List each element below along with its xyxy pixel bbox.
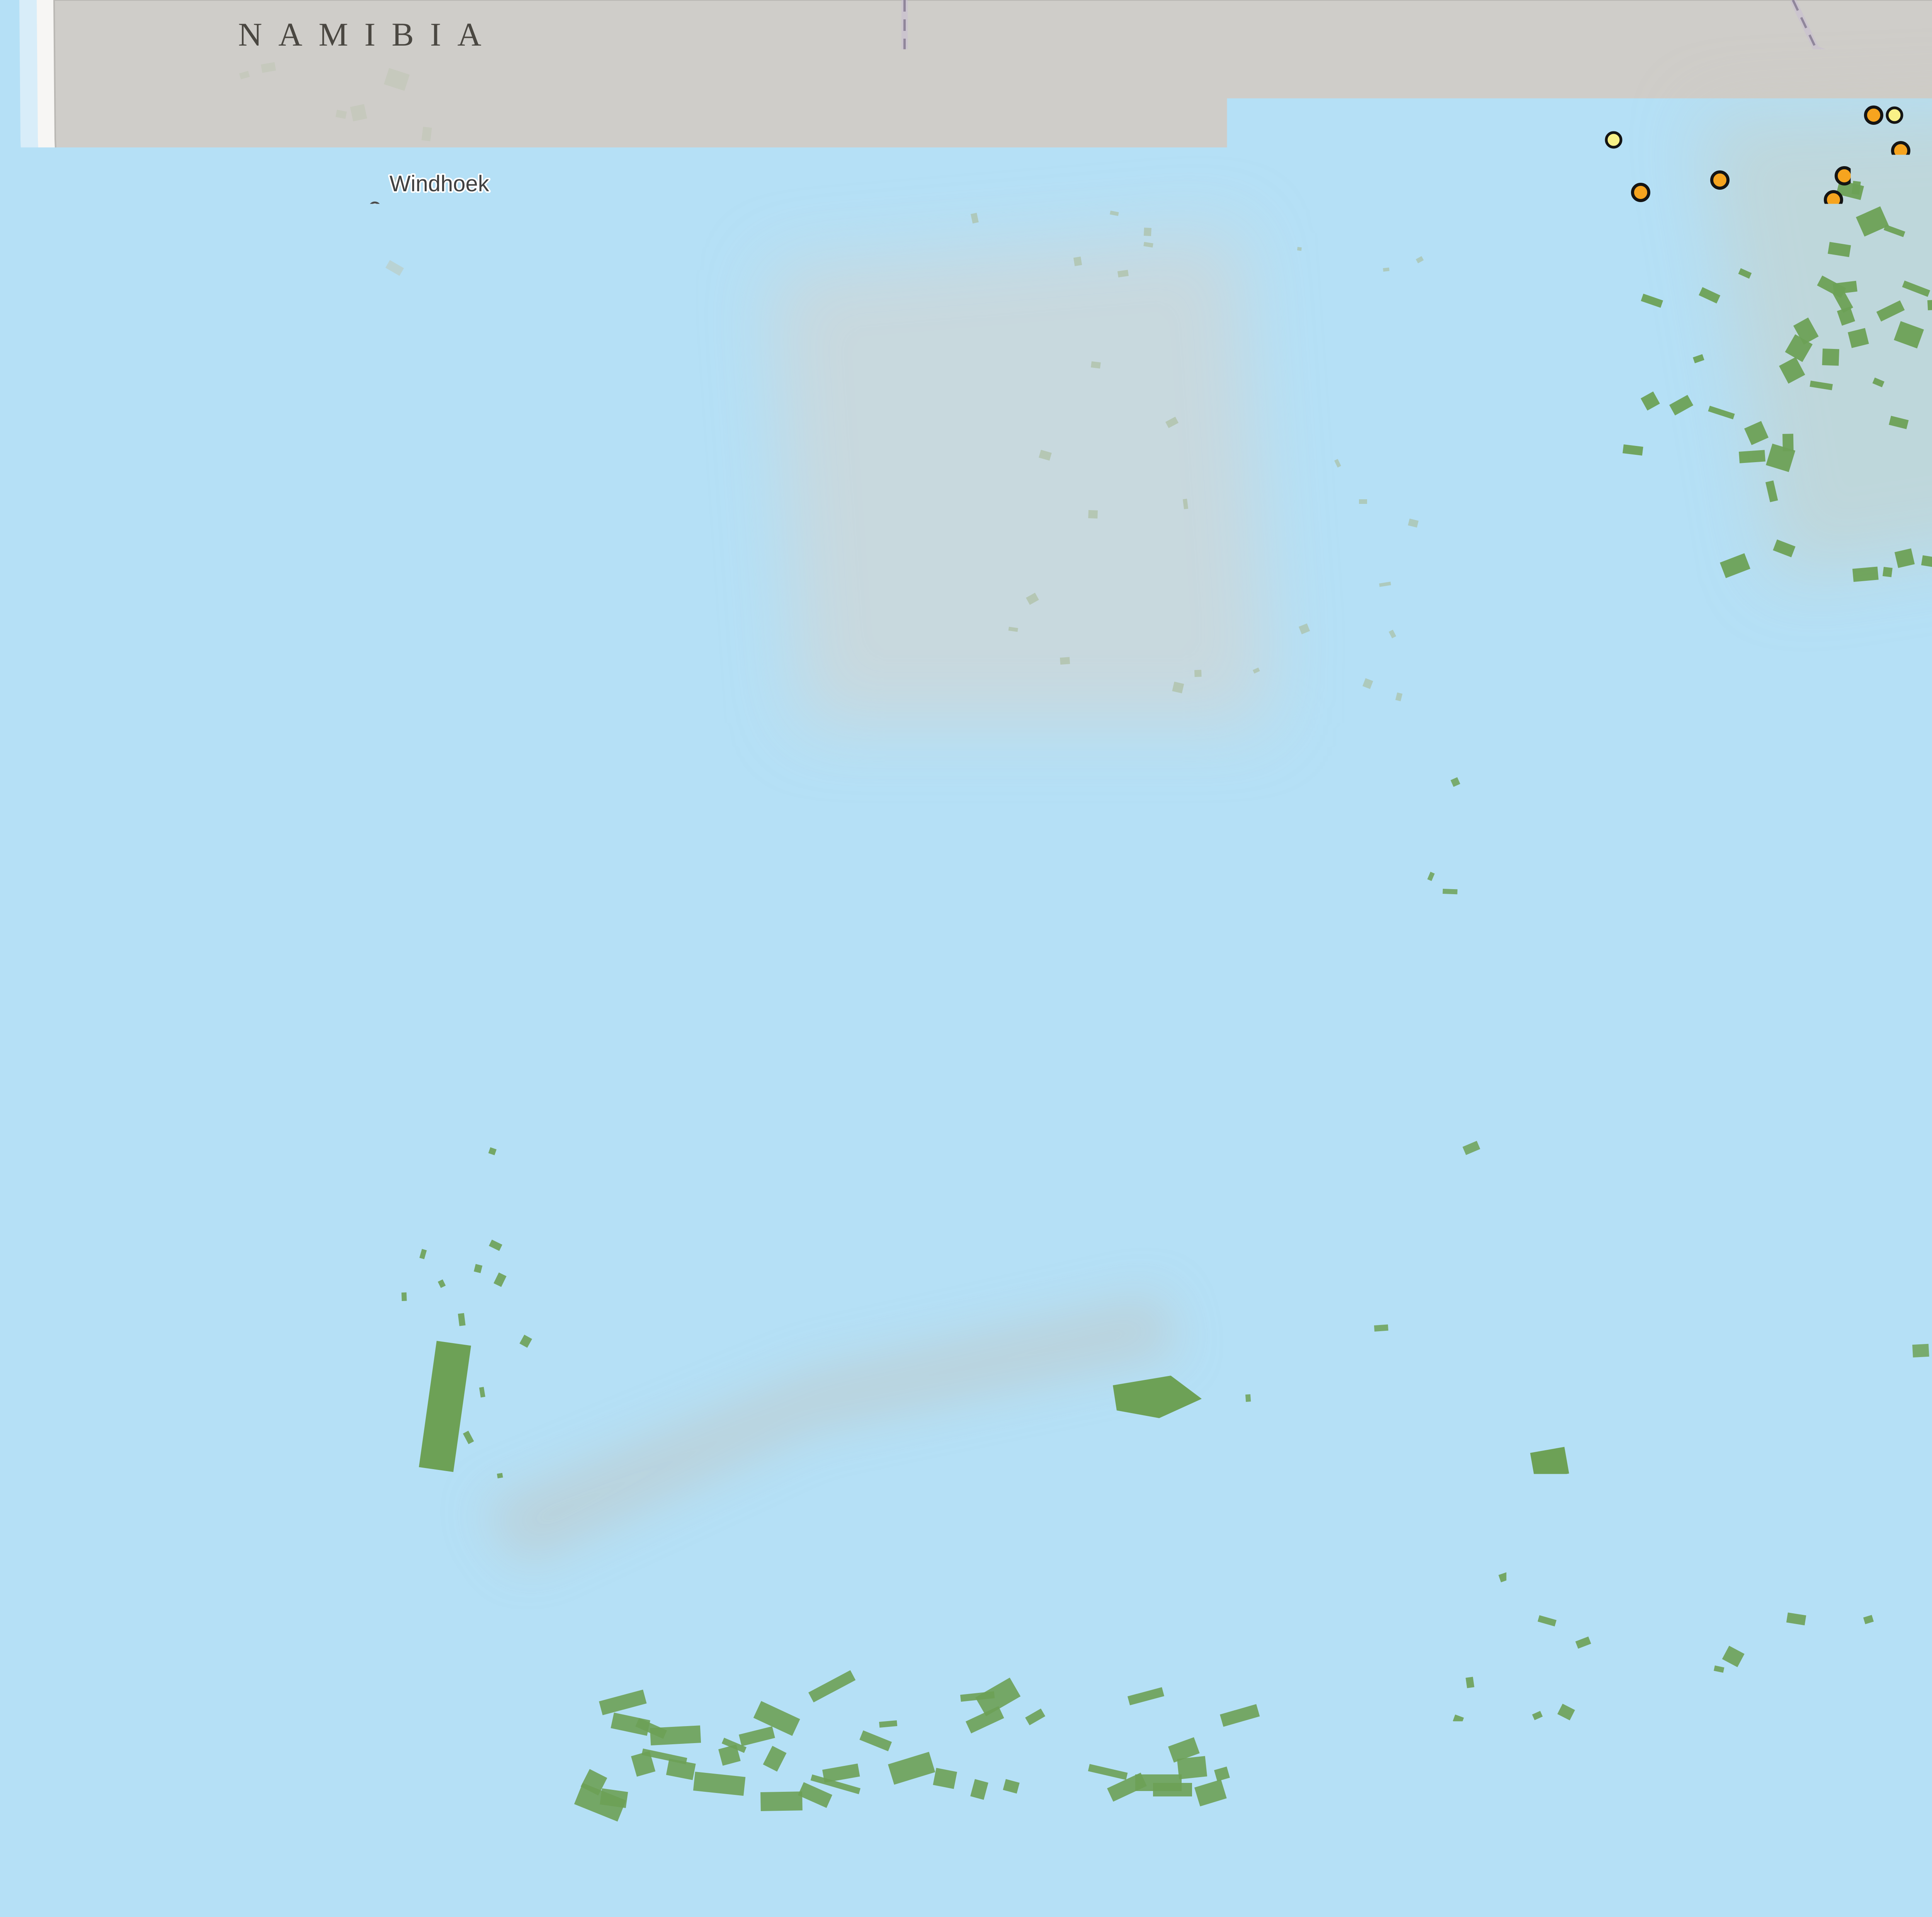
svg-text:Upington: Upington xyxy=(952,972,1041,997)
svg-text:Kalahari: Kalahari xyxy=(920,425,1054,457)
svg-text:East London: East London xyxy=(1854,1583,1932,1608)
svg-text:Windhoek: Windhoek xyxy=(389,171,490,196)
svg-text:Maseru: Maseru xyxy=(1801,1086,1876,1111)
svg-text:NAMIBIA: NAMIBIA xyxy=(238,16,497,53)
svg-text:SOUTH: SOUTH xyxy=(1226,1401,1418,1435)
svg-text:Sources: Esri, TomTom, Garmin,: Sources: Esri, TomTom, Garmin, FAO, NOAA… xyxy=(1580,1800,1932,1823)
svg-text:Desert: Desert xyxy=(933,469,1033,501)
svg-text:BOTSWANA: BOTSWANA xyxy=(1189,181,1503,218)
